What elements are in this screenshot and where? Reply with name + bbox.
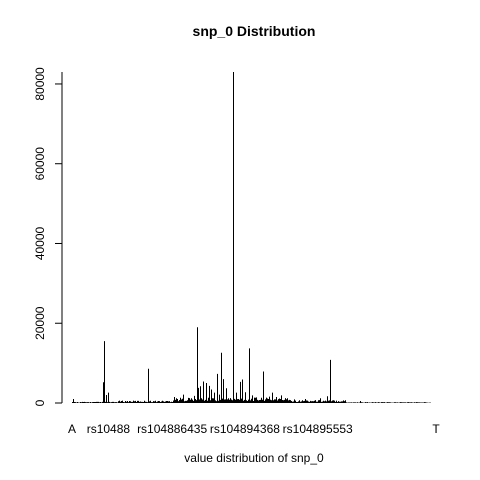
x-axis-label: value distribution of snp_0	[184, 451, 324, 465]
histogram-bars	[72, 72, 431, 403]
x-tick-label: rs104886435	[137, 422, 207, 436]
y-axis-ticks: 0 20000 40000 60000 80000	[33, 67, 62, 406]
x-tick-label: rs104894368	[210, 422, 280, 436]
x-tick-label: rs10488	[87, 422, 131, 436]
y-tick-label: 80000	[33, 67, 47, 101]
x-tick-label: T	[432, 422, 440, 436]
chart-title: snp_0 Distribution	[193, 23, 316, 39]
y-tick-label: 40000	[33, 226, 47, 260]
y-tick-label: 0	[33, 399, 47, 406]
x-tick-label: A	[68, 422, 76, 436]
y-tick-label: 20000	[33, 306, 47, 340]
y-tick-label: 60000	[33, 147, 47, 181]
x-tick-label: rs104895553	[283, 422, 353, 436]
